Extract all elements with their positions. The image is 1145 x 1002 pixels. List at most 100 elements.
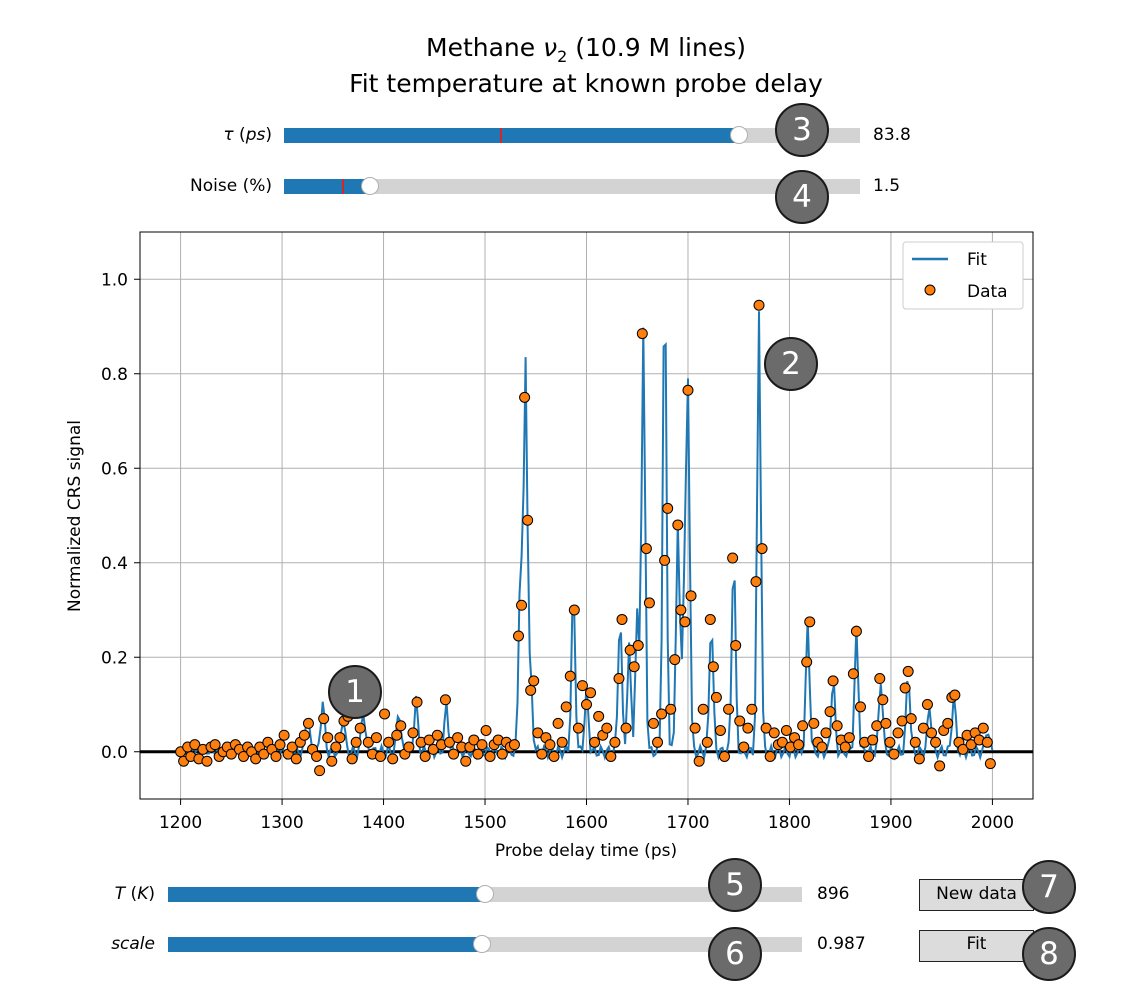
noise-slider-fill xyxy=(284,179,371,194)
data-point xyxy=(613,673,625,685)
data-point xyxy=(628,661,640,673)
data-point xyxy=(496,748,508,760)
noise-slider-handle[interactable] xyxy=(361,177,380,195)
data-point xyxy=(839,741,851,753)
data-point xyxy=(874,673,886,685)
data-point xyxy=(871,720,883,732)
annotation-badge-6: 6 xyxy=(708,927,762,981)
data-point xyxy=(847,668,859,680)
data-point xyxy=(824,706,836,718)
data-point xyxy=(984,758,996,770)
data-point xyxy=(270,750,282,762)
scale-slider[interactable] xyxy=(168,935,802,953)
new-data-button[interactable]: New data xyxy=(919,879,1034,911)
tau-slider[interactable] xyxy=(284,126,860,144)
data-point xyxy=(552,717,564,729)
data-point xyxy=(656,708,668,720)
temperature-slider[interactable] xyxy=(168,885,802,903)
data-point xyxy=(395,720,407,732)
x-tick-label: 1400 xyxy=(362,813,405,833)
noise-slider[interactable] xyxy=(284,177,860,195)
data-point xyxy=(334,732,346,744)
data-point xyxy=(209,739,221,751)
x-tick-label: 1500 xyxy=(463,813,506,833)
y-tick-label: 0.6 xyxy=(101,459,128,479)
data-point xyxy=(780,724,792,736)
data-point xyxy=(513,630,525,642)
data-point xyxy=(675,604,687,616)
data-point xyxy=(636,328,648,340)
scale-label-text: scale xyxy=(111,934,155,954)
tau-value: 83.8 xyxy=(873,125,911,145)
x-tick-label: 1700 xyxy=(666,813,709,833)
y-tick-label: 0.0 xyxy=(101,743,128,763)
data-point xyxy=(902,665,914,677)
data-point xyxy=(536,748,548,760)
data-point xyxy=(643,597,655,609)
data-point xyxy=(760,722,772,734)
data-point xyxy=(556,736,568,748)
data-point xyxy=(808,717,820,729)
data-point xyxy=(917,722,929,734)
data-point xyxy=(750,576,762,588)
temperature-slider-handle[interactable] xyxy=(476,885,494,903)
data-point xyxy=(383,736,395,748)
grid-lines xyxy=(140,232,1033,799)
data-point xyxy=(274,739,286,751)
data-point xyxy=(581,699,592,710)
data-point xyxy=(427,743,439,755)
data-point xyxy=(314,765,326,777)
x-axis-label: Probe delay time (ps) xyxy=(495,841,677,861)
data-point xyxy=(827,675,839,687)
annotation-badge-4: 4 xyxy=(775,170,829,224)
x-tick-label: 1300 xyxy=(260,813,303,833)
data-point xyxy=(742,722,754,734)
data-point xyxy=(576,680,588,692)
data-point xyxy=(560,701,572,713)
annotation-badge-5: 5 xyxy=(708,858,762,912)
chart-title-line1: Methane ν2 (10.9 M lines) xyxy=(0,33,1145,66)
data-point xyxy=(632,639,644,651)
data-point xyxy=(480,724,492,736)
data-point xyxy=(350,736,362,748)
temperature-unit: K xyxy=(137,884,149,904)
title-nu-symbol: ν xyxy=(543,33,558,62)
data-point xyxy=(682,384,694,396)
data-point xyxy=(820,727,832,739)
x-tick-label: 1200 xyxy=(159,813,202,833)
data-point xyxy=(516,599,528,611)
data-point xyxy=(318,713,330,725)
x-tick-label: 1900 xyxy=(869,813,912,833)
y-axis-label: Normalized CRS signal xyxy=(65,420,85,612)
title-subscript: 2 xyxy=(557,47,568,66)
annotation-badge-2: 2 xyxy=(764,337,818,391)
data-point xyxy=(768,727,780,739)
noise-initial-marker xyxy=(341,179,344,194)
data-point xyxy=(609,736,621,748)
data-point xyxy=(225,748,237,760)
data-point xyxy=(797,720,809,732)
data-point xyxy=(439,694,451,706)
fit-button[interactable]: Fit xyxy=(919,930,1034,962)
data-point xyxy=(942,717,954,729)
data-point xyxy=(804,616,816,628)
data-point xyxy=(519,391,531,403)
tau-slider-handle[interactable] xyxy=(730,126,749,144)
data-point xyxy=(884,736,896,748)
y-tick-label: 0.8 xyxy=(101,365,128,385)
data-point xyxy=(710,691,722,703)
data-point xyxy=(572,722,584,734)
scale-slider-handle[interactable] xyxy=(472,935,491,953)
data-point xyxy=(934,760,946,772)
title-suffix: (10.9 M lines) xyxy=(567,33,746,62)
data-point xyxy=(665,703,677,715)
data-point xyxy=(508,739,520,751)
data-point xyxy=(258,748,270,760)
data-point xyxy=(981,736,993,748)
data-point xyxy=(362,736,374,748)
data-point xyxy=(756,543,768,555)
data-point xyxy=(909,736,921,748)
temperature-slider-label: T (K) xyxy=(114,884,155,904)
legend-data-swatch xyxy=(924,284,936,296)
